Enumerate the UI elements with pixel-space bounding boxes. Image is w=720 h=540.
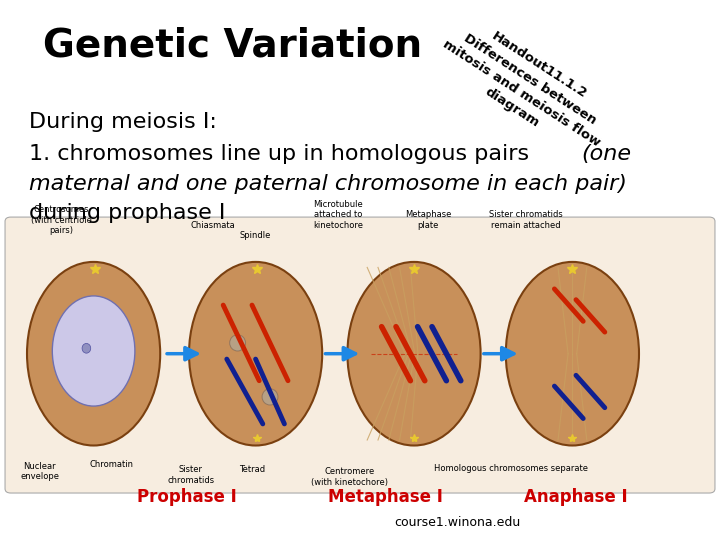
Text: Anaphase I: Anaphase I [524, 488, 628, 506]
Text: Handout11.1.2
Differences between
mitosis and meiosis flow
diagram: Handout11.1.2 Differences between mitosi… [431, 10, 620, 163]
Text: Tetrad: Tetrad [239, 465, 265, 475]
Text: During meiosis I:: During meiosis I: [29, 111, 217, 132]
Ellipse shape [230, 335, 246, 351]
Text: Prophase I: Prophase I [138, 488, 237, 506]
Text: Metaphase
plate: Metaphase plate [405, 210, 451, 230]
Text: Centrosomes
(with centriole
pairs): Centrosomes (with centriole pairs) [31, 205, 91, 235]
Text: Metaphase I: Metaphase I [328, 488, 443, 506]
Text: Spindle: Spindle [240, 231, 271, 240]
Ellipse shape [347, 262, 480, 446]
Text: Genetic Variation: Genetic Variation [43, 27, 423, 65]
Ellipse shape [82, 343, 91, 353]
Text: during prophase I: during prophase I [29, 203, 225, 224]
Text: Sister
chromatids: Sister chromatids [167, 465, 215, 485]
Text: course1.winona.edu: course1.winona.edu [394, 516, 521, 529]
Text: Nuclear
envelope: Nuclear envelope [20, 462, 59, 481]
Ellipse shape [505, 262, 639, 446]
FancyBboxPatch shape [5, 217, 715, 493]
Text: Homologous chromosomes separate: Homologous chromosomes separate [434, 464, 588, 474]
Text: Chromatin: Chromatin [89, 460, 134, 469]
Ellipse shape [27, 262, 160, 446]
Text: 1. chromosomes line up in homologous pairs: 1. chromosomes line up in homologous pai… [29, 144, 536, 164]
Text: Microtubule
attached to
kinetochore: Microtubule attached to kinetochore [313, 200, 364, 230]
Ellipse shape [53, 296, 135, 406]
Text: Sister chromatids
remain attached: Sister chromatids remain attached [489, 210, 562, 230]
Text: maternal and one paternal chromosome in each pair): maternal and one paternal chromosome in … [29, 173, 626, 194]
Ellipse shape [189, 262, 323, 446]
Text: (one: (one [581, 144, 631, 164]
Text: Chiasmata: Chiasmata [190, 220, 235, 230]
Ellipse shape [262, 389, 278, 405]
Text: Centromere
(with kinetochore): Centromere (with kinetochore) [311, 467, 387, 487]
